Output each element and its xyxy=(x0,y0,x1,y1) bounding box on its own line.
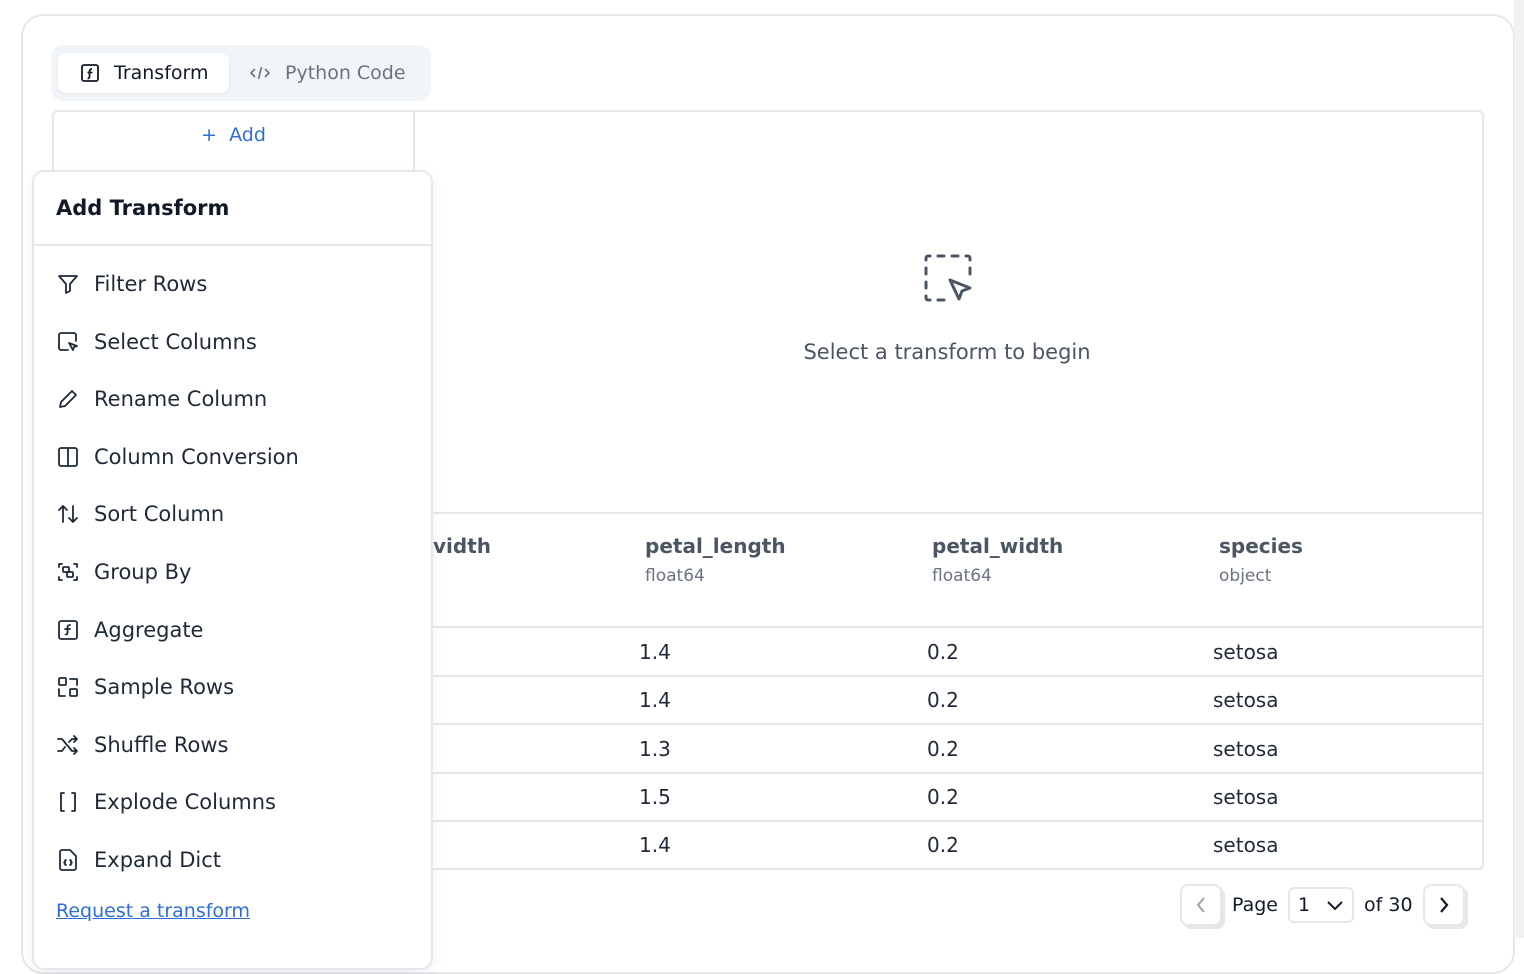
menu-item-label: Aggregate xyxy=(94,617,204,642)
menu-item-label: Filter Rows xyxy=(94,272,208,296)
brackets-icon xyxy=(60,792,76,813)
table-cell: 1.5 xyxy=(639,784,671,809)
prev-page-button[interactable] xyxy=(1180,884,1222,926)
table-cell: 1.3 xyxy=(639,736,671,761)
table-cell: setosa xyxy=(1213,784,1279,809)
column-header[interactable]: petal_width float64 xyxy=(932,534,1063,586)
sort-arrows-icon xyxy=(58,505,78,524)
column-header[interactable]: species object xyxy=(1219,534,1303,586)
function-icon xyxy=(81,64,99,82)
next-page-button[interactable] xyxy=(1422,884,1465,926)
column-header[interactable]: petal_length float64 xyxy=(645,534,786,586)
table-cell: 0.2 xyxy=(927,640,959,664)
column-name: vidth xyxy=(433,534,492,558)
menu-item-column-conversion[interactable]: Column Conversion xyxy=(56,442,299,472)
tab-bar: Transform Python Code xyxy=(51,45,431,101)
menu-item-label: Sample Rows xyxy=(94,675,235,700)
table-row: 1.4 0.2 setosa xyxy=(414,822,1482,871)
table-row: 1.4 0.2 setosa xyxy=(414,629,1482,677)
menu-item-label: Explode Columns xyxy=(94,790,276,815)
plus-icon: + xyxy=(201,124,218,146)
group-icon xyxy=(58,563,78,581)
tab-python-code[interactable]: Python Code xyxy=(249,53,406,93)
empty-state-text: Select a transform to begin xyxy=(803,340,1091,364)
request-transform-link[interactable]: Request a transform xyxy=(56,900,251,922)
menu-item-label: Select Columns xyxy=(94,329,257,354)
menu-item-explode-columns[interactable]: Explode Columns xyxy=(56,787,276,817)
menu-item-expand-dict[interactable]: Expand Dict xyxy=(56,845,221,875)
menu-item-label: Rename Column xyxy=(94,387,268,412)
table-cell: setosa xyxy=(1213,736,1279,761)
table-cell: 1.4 xyxy=(639,688,671,713)
menu-item-label: Column Conversion xyxy=(94,444,299,469)
select-columns-icon xyxy=(58,331,78,351)
menu-item-label: Shuffle Rows xyxy=(94,732,229,757)
filter-icon xyxy=(58,275,78,294)
preview-panel: Select a transform to begin vidth petal_… xyxy=(414,110,1484,871)
add-transform-button[interactable]: + Add xyxy=(54,124,413,146)
add-transform-popup: Add Transform Filter Rows Select Columns R… xyxy=(32,170,433,970)
popup-title: Add Transform xyxy=(34,172,431,246)
chevron-left-icon xyxy=(1196,897,1205,913)
table-cell: 0.2 xyxy=(927,688,959,713)
code-icon xyxy=(249,66,271,80)
menu-item-sort-column[interactable]: Sort Column xyxy=(56,499,224,529)
column-name: petal_width xyxy=(932,534,1064,558)
function-icon xyxy=(58,619,78,640)
transform-list-panel: + Add xyxy=(52,110,415,170)
table-cell: 0.2 xyxy=(927,736,959,761)
table-row: 1.4 0.2 setosa xyxy=(414,677,1482,726)
menu-item-filter-rows[interactable]: Filter Rows xyxy=(56,269,207,299)
chevron-down-icon xyxy=(1327,901,1343,911)
table-cell: 0.2 xyxy=(927,784,959,809)
table-row: 1.3 0.2 setosa xyxy=(414,726,1482,774)
tab-transform[interactable]: Transform xyxy=(58,53,229,93)
file-braces-icon xyxy=(59,849,77,871)
table-cell: setosa xyxy=(1213,833,1279,858)
page-select[interactable]: 1 xyxy=(1288,887,1354,923)
menu-item-group-by[interactable]: Group By xyxy=(56,557,191,587)
tab-label: Python Code xyxy=(285,62,406,84)
menu-item-rename-column[interactable]: Rename Column xyxy=(56,384,267,414)
menu-item-label: Group By xyxy=(94,560,192,584)
column-dtype: object xyxy=(1219,566,1272,586)
tab-label: Transform xyxy=(114,62,209,84)
column-header[interactable]: vidth xyxy=(433,534,491,566)
scrollbar[interactable] xyxy=(1514,0,1524,938)
pagination: Page 1 of 30 xyxy=(1180,884,1465,926)
table-cell: setosa xyxy=(1213,640,1279,664)
pencil-icon xyxy=(59,390,77,409)
page-label: Page xyxy=(1232,894,1278,916)
column-name: petal_length xyxy=(645,534,786,558)
table-row: 1.5 0.2 setosa xyxy=(414,774,1482,822)
dashed-select-cursor-icon xyxy=(924,254,972,302)
menu-item-label: Sort Column xyxy=(94,502,225,527)
column-name: species xyxy=(1219,534,1303,558)
menu-item-shuffle-rows[interactable]: Shuffle Rows xyxy=(56,730,228,760)
table-cell: 1.4 xyxy=(639,833,671,858)
page-value: 1 xyxy=(1298,894,1311,916)
chevron-right-icon xyxy=(1439,897,1448,913)
columns-icon xyxy=(58,446,78,467)
page-total: of 30 xyxy=(1364,894,1413,916)
menu-item-label: Expand Dict xyxy=(94,848,221,872)
table-cell: setosa xyxy=(1213,688,1279,713)
menu-item-select-columns[interactable]: Select Columns xyxy=(56,327,257,357)
table-cell: 1.4 xyxy=(639,640,671,664)
column-dtype: float64 xyxy=(645,566,705,586)
sample-icon xyxy=(58,677,78,698)
menu-item-sample-rows[interactable]: Sample Rows xyxy=(56,672,234,702)
table-cell: 0.2 xyxy=(927,833,959,858)
menu-item-aggregate[interactable]: Aggregate xyxy=(56,615,203,645)
shuffle-icon xyxy=(57,734,78,755)
add-label: Add xyxy=(229,124,266,146)
column-dtype: float64 xyxy=(932,566,992,586)
